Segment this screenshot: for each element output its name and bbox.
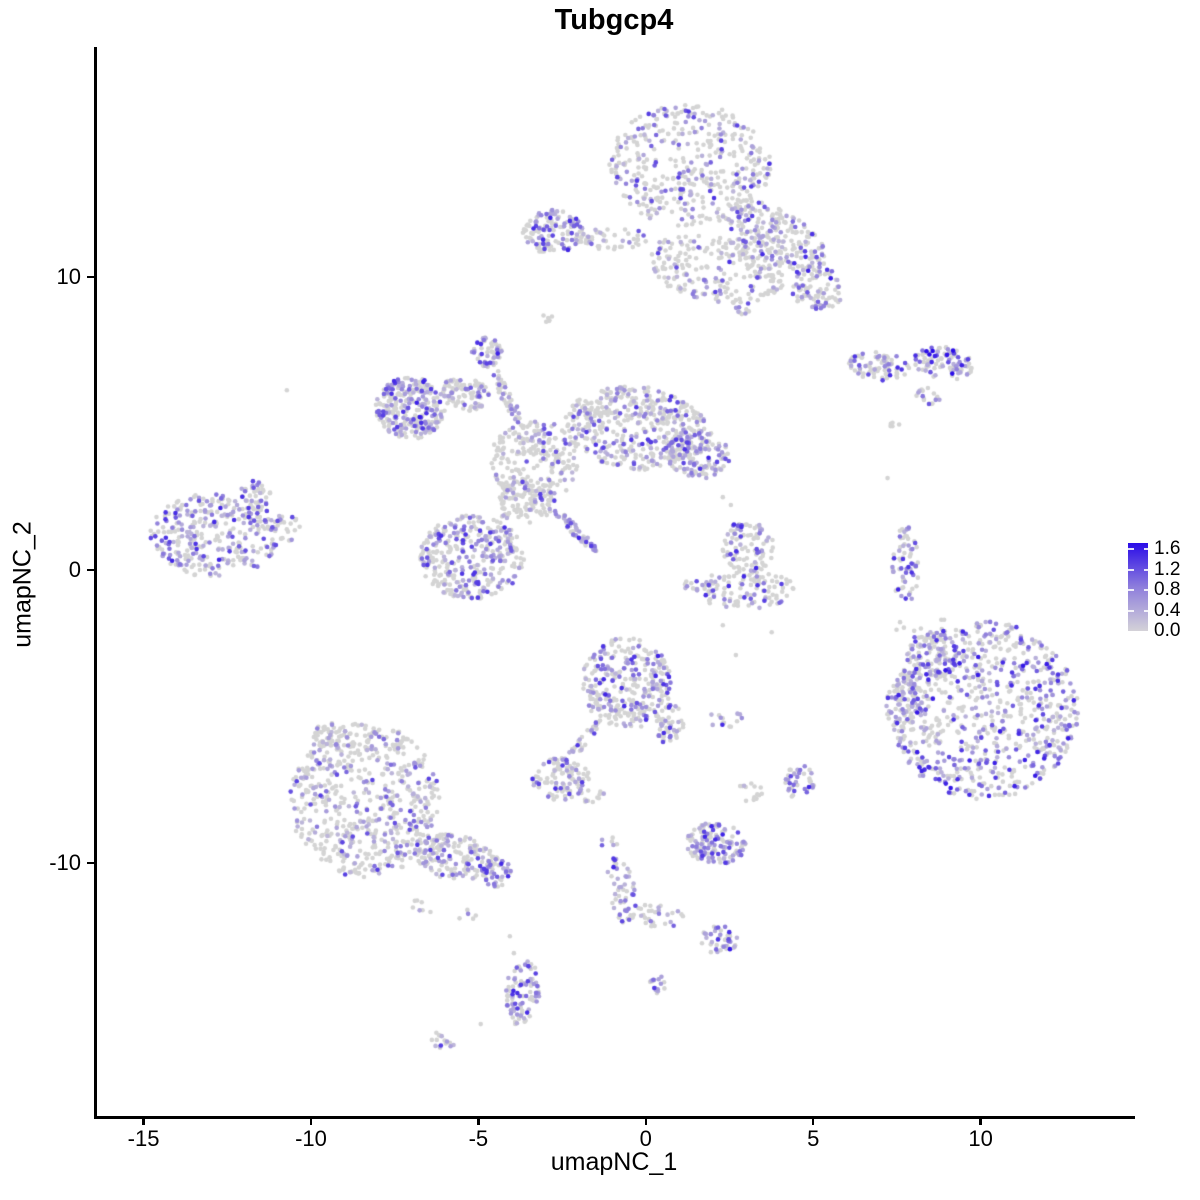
y-tick-label: 0 — [68, 557, 81, 583]
x-tick-label: 0 — [639, 1126, 652, 1151]
colorbar-value-label: 0.8 — [1154, 579, 1181, 601]
x-tick-mark — [309, 1117, 313, 1125]
y-tick-label: -10 — [49, 850, 81, 876]
colorbar-value-label: 0.4 — [1154, 599, 1181, 621]
x-tick-label: -10 — [295, 1126, 327, 1151]
x-axis-title: umapNC_1 — [550, 1148, 678, 1176]
colorbar-tick — [1128, 609, 1134, 612]
y-tick-label: 10 — [56, 264, 81, 290]
x-tick-mark — [477, 1117, 480, 1125]
colorbar-tick — [1144, 568, 1150, 571]
y-axis-line — [94, 47, 97, 1118]
y-axis-title: umapNC_2 — [8, 521, 37, 648]
x-tick-label: 10 — [968, 1126, 993, 1151]
x-tick-label: 5 — [807, 1126, 820, 1151]
colorbar-value-label: 1.2 — [1154, 558, 1181, 580]
colorbar-tick — [1128, 568, 1134, 571]
plot-title: Tubgcp4 — [554, 4, 674, 36]
colorbar-tick — [1144, 548, 1150, 551]
colorbar-tick — [1128, 589, 1134, 592]
colorbar-tick — [1128, 548, 1134, 551]
x-axis-line — [94, 1116, 1135, 1119]
y-tick-mark — [87, 862, 95, 865]
colorbar-value-label: 0.0 — [1154, 620, 1181, 641]
x-tick-mark — [979, 1117, 982, 1125]
colorbar-tick — [1144, 589, 1150, 592]
x-tick-mark — [812, 1117, 815, 1125]
y-tick-mark — [87, 275, 95, 279]
x-tick-mark — [142, 1117, 145, 1125]
colorbar-value-label: 1.6 — [1154, 538, 1181, 560]
expression-colorbar-legend: 1.6 1.2 0.8 0.4 0.0 — [1126, 538, 1200, 641]
x-tick-mark — [644, 1117, 647, 1125]
x-tick-label: -5 — [468, 1126, 489, 1151]
colorbar-gradient — [1128, 543, 1148, 631]
colorbar-tick — [1144, 609, 1150, 612]
y-tick-mark — [87, 568, 95, 572]
x-tick-label: -15 — [127, 1126, 160, 1151]
